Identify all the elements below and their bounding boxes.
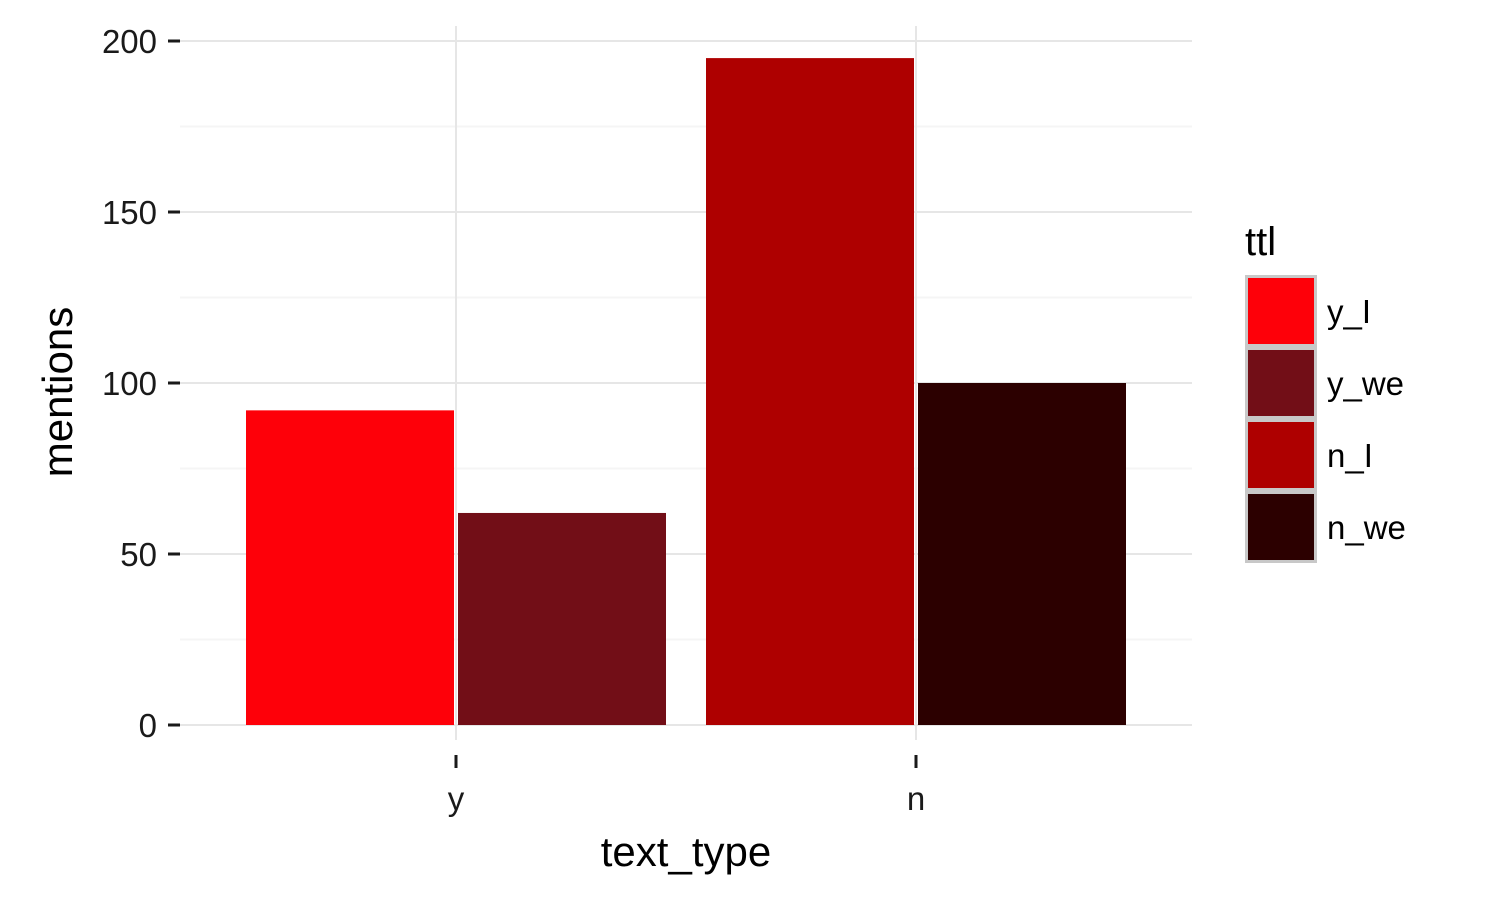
y-tick-label: 100: [102, 365, 157, 402]
x-axis-title: text_type: [601, 828, 771, 875]
bar-y_we: [458, 512, 666, 725]
legend-label: n_we: [1327, 509, 1406, 546]
x-tick-label: n: [907, 780, 925, 817]
y-tick-label: 150: [102, 194, 157, 231]
legend-title: ttl: [1245, 220, 1276, 264]
x-tick-label: y: [448, 780, 465, 817]
y-axis-title: mentions: [34, 307, 81, 477]
legend-label: y_I: [1327, 293, 1371, 330]
y-axis: 0 50 100 150 200: [102, 23, 180, 744]
bar-y_I: [246, 410, 454, 725]
bars: [246, 58, 1126, 726]
legend-key-y_we: [1248, 350, 1314, 416]
bar-n_I: [706, 58, 914, 726]
legend-key-n_we: [1248, 494, 1314, 560]
y-tick-label: 0: [139, 707, 157, 744]
y-tick-label: 50: [120, 536, 157, 573]
legend-key-y_I: [1248, 278, 1314, 344]
bar-n_we: [918, 383, 1126, 725]
y-tick-label: 200: [102, 23, 157, 60]
legend-items: y_I y_we n_I n_we: [1245, 275, 1406, 563]
legend: ttl y_I y_we n_I n_we: [1245, 220, 1406, 563]
legend-label: y_we: [1327, 365, 1404, 402]
legend-key-n_I: [1248, 422, 1314, 488]
legend-label: n_I: [1327, 437, 1373, 474]
